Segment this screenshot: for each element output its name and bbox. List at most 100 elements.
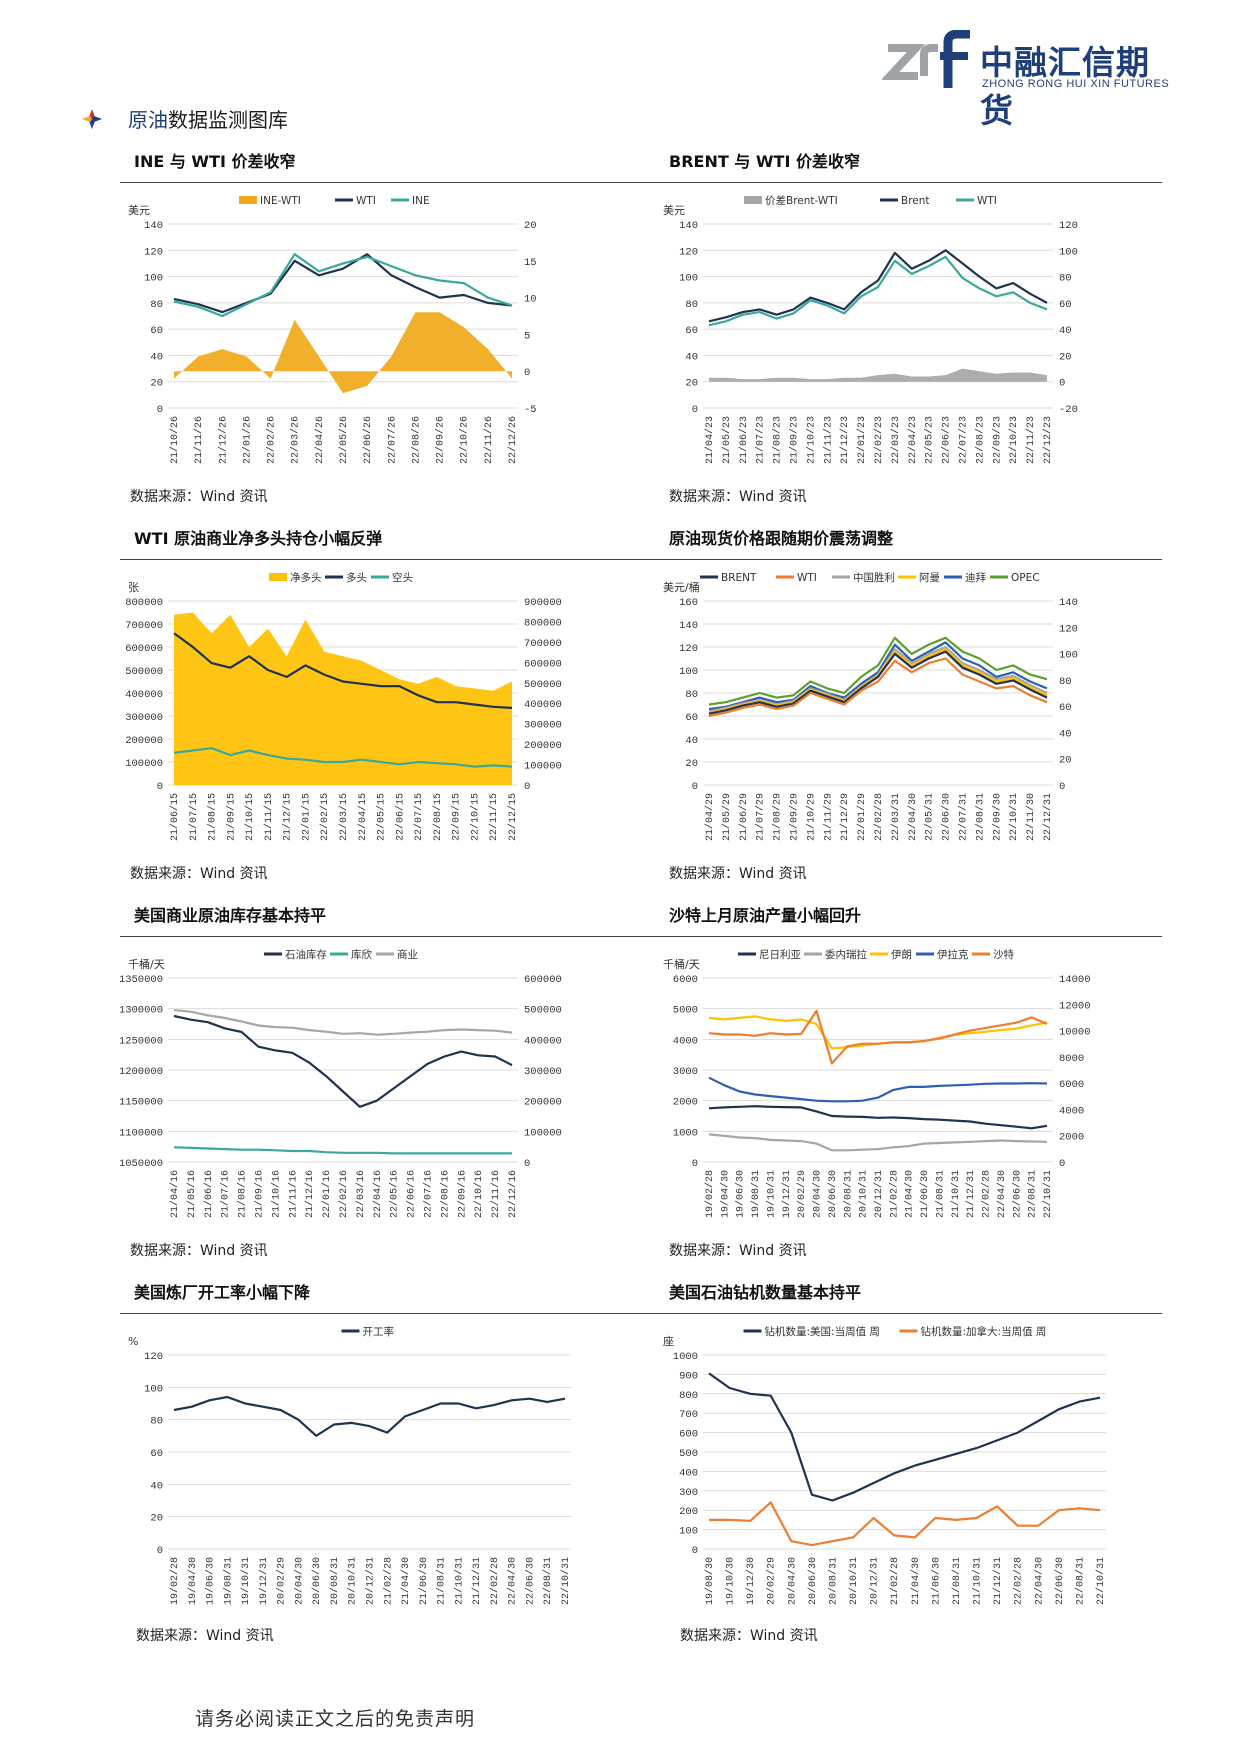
section-title-rest: 数据监测图库 <box>168 108 288 132</box>
y2-tick-label: 100000 <box>524 1127 562 1139</box>
y2-tick-label: 800000 <box>524 617 562 629</box>
y2-tick-label: 400000 <box>524 1035 562 1047</box>
y2-tick-label: 4000 <box>1059 1105 1084 1117</box>
x-tick-label: 21/07/16 <box>220 1170 232 1218</box>
x-tick-label: 22/04/30 <box>907 793 919 841</box>
x-tick-label: 21/04/23 <box>704 416 716 464</box>
x-tick-label: 22/07/16 <box>423 1170 435 1218</box>
x-tick-label: 21/05/29 <box>721 793 733 841</box>
series-line <box>708 1372 1101 1502</box>
y-tick-label: 500 <box>679 1448 698 1460</box>
legend-label: 阿曼 <box>919 572 940 584</box>
x-tick-label: 22/09/23 <box>991 416 1003 464</box>
y-tick-label: 500000 <box>125 666 163 678</box>
x-tick-label: 22/02/15 <box>319 793 331 841</box>
legend-label: BRENT <box>721 572 757 584</box>
x-tick-label: 22/01/23 <box>856 416 868 464</box>
legend-label: 伊拉克 <box>937 948 969 961</box>
y2-tick-label: 500000 <box>524 679 562 691</box>
x-tick-label: 22/04/30 <box>1033 1557 1045 1605</box>
legend-label: 沙特 <box>993 949 1014 961</box>
x-tick-label: 20/06/30 <box>311 1557 323 1605</box>
x-tick-label: 22/08/31 <box>542 1557 554 1605</box>
x-tick-label: 20/08/31 <box>842 1170 854 1218</box>
y2-tick-label: 120 <box>1059 220 1078 232</box>
x-tick-label: 21/02/28 <box>888 1170 900 1218</box>
source-note-5: 数据来源：Wind 资讯 <box>130 1243 268 1259</box>
x-tick-label: 21/06/15 <box>169 793 181 841</box>
x-tick-label: 22/04/26 <box>314 416 326 464</box>
x-tick-label: 22/06/26 <box>362 416 374 464</box>
x-tick-label: 21/10/16 <box>270 1170 282 1218</box>
x-tick-label: 19/06/30 <box>205 1557 217 1605</box>
chart-rig-count: 0 100 200 300 400 500 600 700 800 900 1000 座 19/08/3… <box>663 1325 1107 1605</box>
series-line <box>709 1501 1101 1547</box>
series-line <box>173 253 513 318</box>
y-tick-label: 20 <box>685 378 698 390</box>
y-tick-label: 1100000 <box>120 1127 163 1139</box>
divider <box>120 1313 1162 1314</box>
y-unit-label: 座 <box>663 1334 674 1348</box>
y-tick-label: 4000 <box>673 1035 698 1047</box>
y-tick-label: 20 <box>150 378 163 390</box>
y-unit-label: 美元/桶 <box>663 580 700 594</box>
y2-tick-label: 2000 <box>1059 1132 1084 1144</box>
y2-tick-label: 15 <box>524 257 537 269</box>
y-tick-label: 2000 <box>673 1097 698 1109</box>
y2-tick-label: 100 <box>1059 246 1078 258</box>
x-tick-label: 19/10/30 <box>725 1557 737 1605</box>
series-line <box>173 1146 512 1155</box>
y2-tick-label: 20 <box>524 220 537 232</box>
y2-tick-label: 300000 <box>524 1066 562 1078</box>
legend-label: WTI <box>977 195 997 207</box>
x-tick-label: 20/02/29 <box>276 1557 288 1605</box>
x-tick-label: 22/07/15 <box>413 793 425 841</box>
series-line <box>708 1076 1048 1103</box>
x-tick-label: 21/08/31 <box>934 1170 946 1218</box>
x-tick-label: 22/08/23 <box>974 416 986 464</box>
y-unit-label: 千桶/天 <box>128 957 165 971</box>
x-tick-label: 22/04/30 <box>996 1170 1008 1218</box>
legend-label: INE <box>412 195 430 207</box>
x-tick-label: 21/08/23 <box>772 416 784 464</box>
x-tick-label: 22/11/30 <box>1025 793 1037 841</box>
legend-label: 库欣 <box>351 948 372 961</box>
y-tick-label: 700 <box>679 1409 698 1421</box>
y2-tick-label: 0 <box>1059 1158 1065 1170</box>
x-tick-label: 22/01/15 <box>300 793 312 841</box>
x-tick-label: 21/04/29 <box>704 793 716 841</box>
x-tick-label: 22/08/31 <box>974 793 986 841</box>
series-line <box>173 747 513 768</box>
y2-tick-label: 100000 <box>524 761 562 773</box>
brand-name-en: ZHONG RONG HUI XIN FUTURES <box>982 78 1170 90</box>
x-tick-label: 19/12/31 <box>781 1170 793 1218</box>
x-tick-label: 21/10/31 <box>972 1557 984 1605</box>
legend-label: 委内瑞拉 <box>825 948 867 961</box>
series-line <box>708 636 1048 706</box>
x-tick-label: 22/12/15 <box>507 793 519 841</box>
y-tick-label: 0 <box>692 1545 698 1557</box>
y-tick-label: 6000 <box>673 974 698 986</box>
y2-tick-label: 20 <box>1059 351 1072 363</box>
y-tick-label: 1300000 <box>120 1005 163 1017</box>
x-tick-label: 22/10/26 <box>459 416 471 464</box>
x-tick-label: 20/06/30 <box>827 1170 839 1218</box>
x-tick-label: 22/06/23 <box>941 416 953 464</box>
x-tick-label: 21/12/31 <box>965 1170 977 1218</box>
x-tick-label: 22/06/30 <box>524 1557 536 1605</box>
y-tick-label: 140 <box>144 220 163 232</box>
x-tick-label: 22/10/15 <box>469 793 481 841</box>
chart-title-6: 沙特上月原油产量小幅回升 <box>669 906 862 925</box>
y2-tick-label: 40 <box>1059 728 1072 740</box>
x-tick-label: 22/05/23 <box>924 416 936 464</box>
x-tick-label: 22/07/26 <box>386 416 398 464</box>
legend-label: 钻机数量:美国:当周值 周 <box>765 1325 880 1338</box>
y-tick-label: 0 <box>692 404 698 416</box>
chart-title-2: BRENT 与 WTI 价差收窄 <box>669 152 860 171</box>
x-tick-label: 21/04/30 <box>910 1557 922 1605</box>
x-tick-label: 22/07/31 <box>958 793 970 841</box>
x-tick-label: 22/05/26 <box>338 416 350 464</box>
x-tick-label: 21/08/15 <box>207 793 219 841</box>
x-tick-label: 21/06/30 <box>919 1170 931 1218</box>
x-tick-label: 21/10/29 <box>805 793 817 841</box>
